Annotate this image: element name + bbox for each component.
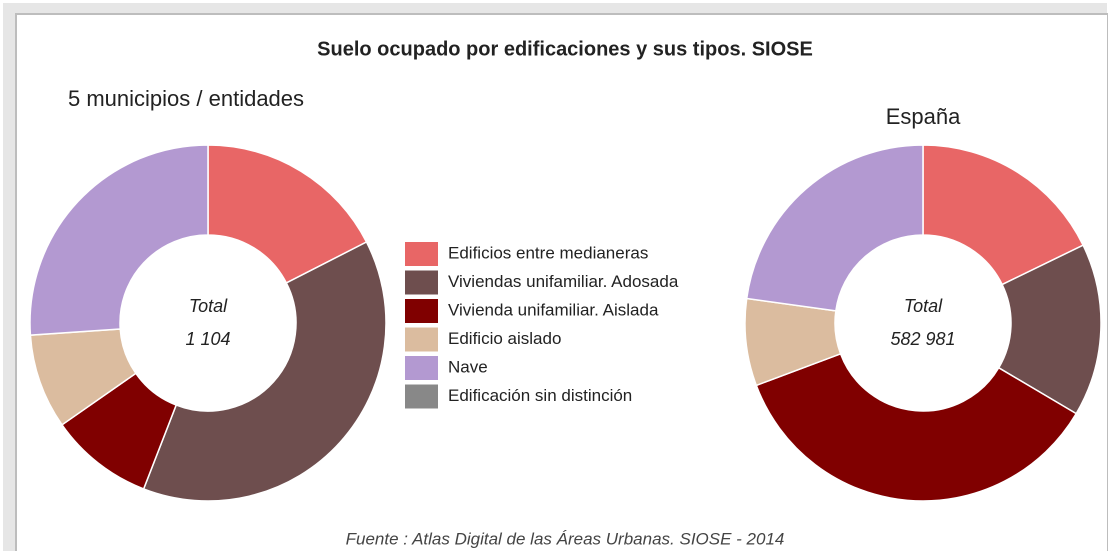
legend-swatch xyxy=(405,270,438,295)
donut-segment xyxy=(142,240,387,502)
legend-label: Edificación sin distinción xyxy=(448,386,632,405)
center-label: Total xyxy=(189,296,228,316)
chart-title: Suelo ocupado por edificaciones y sus ti… xyxy=(317,38,813,60)
donut-title: España xyxy=(886,104,961,129)
legend-label: Viviendas unifamiliar. Adosada xyxy=(448,272,679,291)
center-value: 1 104 xyxy=(185,329,230,349)
donut-title: 5 municipios / entidades xyxy=(68,86,304,111)
legend-swatch xyxy=(405,384,438,409)
center-value: 582 981 xyxy=(890,329,955,349)
legend-swatch xyxy=(405,299,438,323)
donut-segment xyxy=(922,144,1085,286)
center-label: Total xyxy=(904,296,943,316)
donut-segment xyxy=(207,144,368,284)
legend-label: Edificio aislado xyxy=(448,329,561,348)
source: Fuente : Atlas Digital de las Áreas Urba… xyxy=(346,529,785,548)
legend-label: Vivienda unifamiliar. Aislada xyxy=(448,300,659,319)
donut-segment xyxy=(755,352,1078,502)
legend-swatch xyxy=(405,327,438,352)
donut-segment xyxy=(745,144,924,312)
donut-segment xyxy=(29,144,209,336)
legend-label: Nave xyxy=(448,357,488,376)
legend-label: Edificios entre medianeras xyxy=(448,243,648,262)
legend-swatch xyxy=(405,356,438,380)
legend-swatch xyxy=(405,242,438,266)
